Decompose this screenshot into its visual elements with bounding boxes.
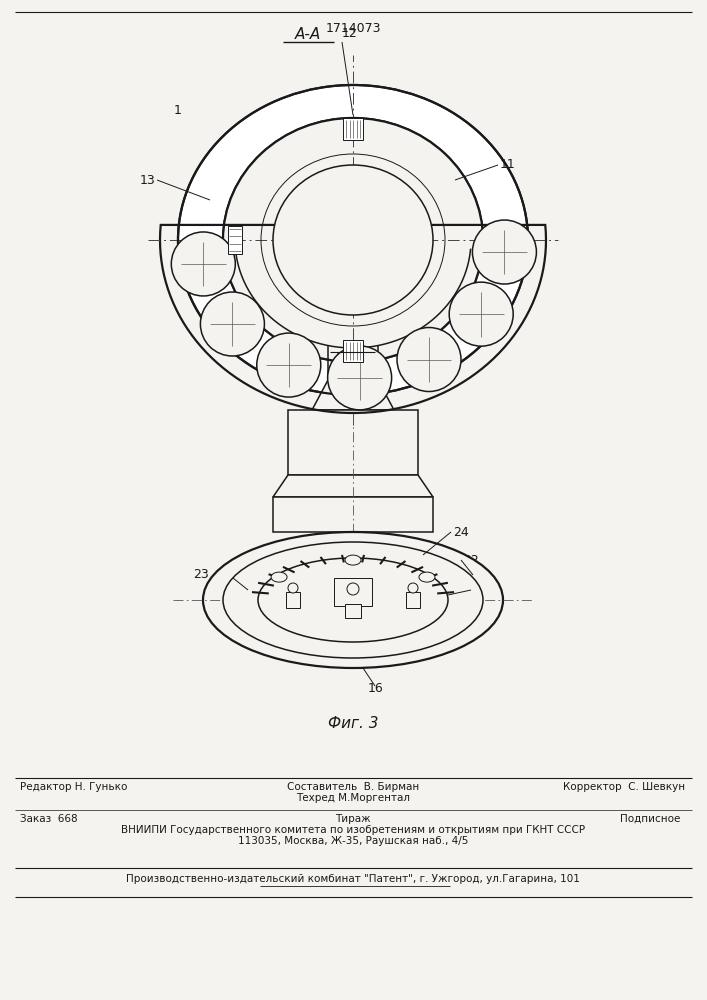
Ellipse shape	[223, 542, 483, 658]
Circle shape	[257, 333, 321, 397]
Text: Подписное: Подписное	[620, 814, 680, 824]
Bar	[334, 578, 372, 606]
Text: Тираж: Тираж	[335, 814, 370, 824]
Text: 16: 16	[368, 682, 384, 694]
Circle shape	[327, 346, 392, 410]
Ellipse shape	[223, 118, 483, 362]
Text: ВНИИПИ Государственного комитета по изобретениям и открытиям при ГКНТ СССР: ВНИИПИ Государственного комитета по изоб…	[121, 825, 585, 835]
Bar	[228, 226, 242, 254]
Text: Редактор Н. Гунько: Редактор Н. Гунько	[20, 782, 127, 792]
Bar	[286, 592, 300, 608]
Text: Вид Б: Вид Б	[336, 352, 370, 362]
Bar	[343, 340, 363, 362]
Text: Составитель  В. Бирман: Составитель В. Бирман	[287, 782, 419, 792]
Text: 12: 12	[342, 27, 358, 40]
Ellipse shape	[273, 165, 433, 315]
Circle shape	[171, 232, 235, 296]
Text: Производственно-издательский комбинат "Патент", г. Ужгород, ул.Гагарина, 101: Производственно-издательский комбинат "П…	[126, 874, 580, 884]
Text: Корректор  С. Шевкун: Корректор С. Шевкун	[563, 782, 685, 792]
Text: Фиг. 3: Фиг. 3	[328, 716, 378, 731]
Text: Техред М.Моргентал: Техред М.Моргентал	[296, 793, 410, 803]
Text: 11: 11	[500, 158, 515, 172]
Circle shape	[200, 292, 264, 356]
Circle shape	[408, 583, 418, 593]
Bar	[345, 604, 361, 618]
Text: 23: 23	[193, 568, 209, 582]
Polygon shape	[273, 475, 433, 497]
Circle shape	[449, 282, 513, 346]
Ellipse shape	[271, 572, 287, 582]
Text: Заказ  668: Заказ 668	[20, 814, 78, 824]
Text: Фиг. 2: Фиг. 2	[333, 433, 383, 448]
Bar	[343, 118, 363, 140]
Polygon shape	[288, 410, 418, 475]
Circle shape	[472, 220, 537, 284]
Ellipse shape	[345, 555, 361, 565]
Circle shape	[397, 328, 461, 392]
Text: 24: 24	[453, 526, 469, 538]
Ellipse shape	[223, 118, 483, 362]
Text: А-А: А-А	[295, 27, 321, 42]
Bar	[406, 592, 420, 608]
Text: 1: 1	[174, 104, 182, 116]
Text: 22: 22	[463, 554, 479, 566]
Text: 113035, Москва, Ж-35, Раушская наб., 4/5: 113035, Москва, Ж-35, Раушская наб., 4/5	[238, 836, 468, 846]
Polygon shape	[273, 497, 433, 532]
Polygon shape	[312, 380, 394, 410]
Ellipse shape	[419, 572, 435, 582]
Text: 13: 13	[139, 174, 155, 186]
Ellipse shape	[178, 85, 528, 395]
Text: 21: 21	[473, 584, 489, 596]
Circle shape	[347, 583, 359, 595]
Ellipse shape	[203, 532, 503, 668]
Ellipse shape	[258, 558, 448, 642]
Circle shape	[288, 583, 298, 593]
Text: 1714073: 1714073	[325, 22, 381, 35]
